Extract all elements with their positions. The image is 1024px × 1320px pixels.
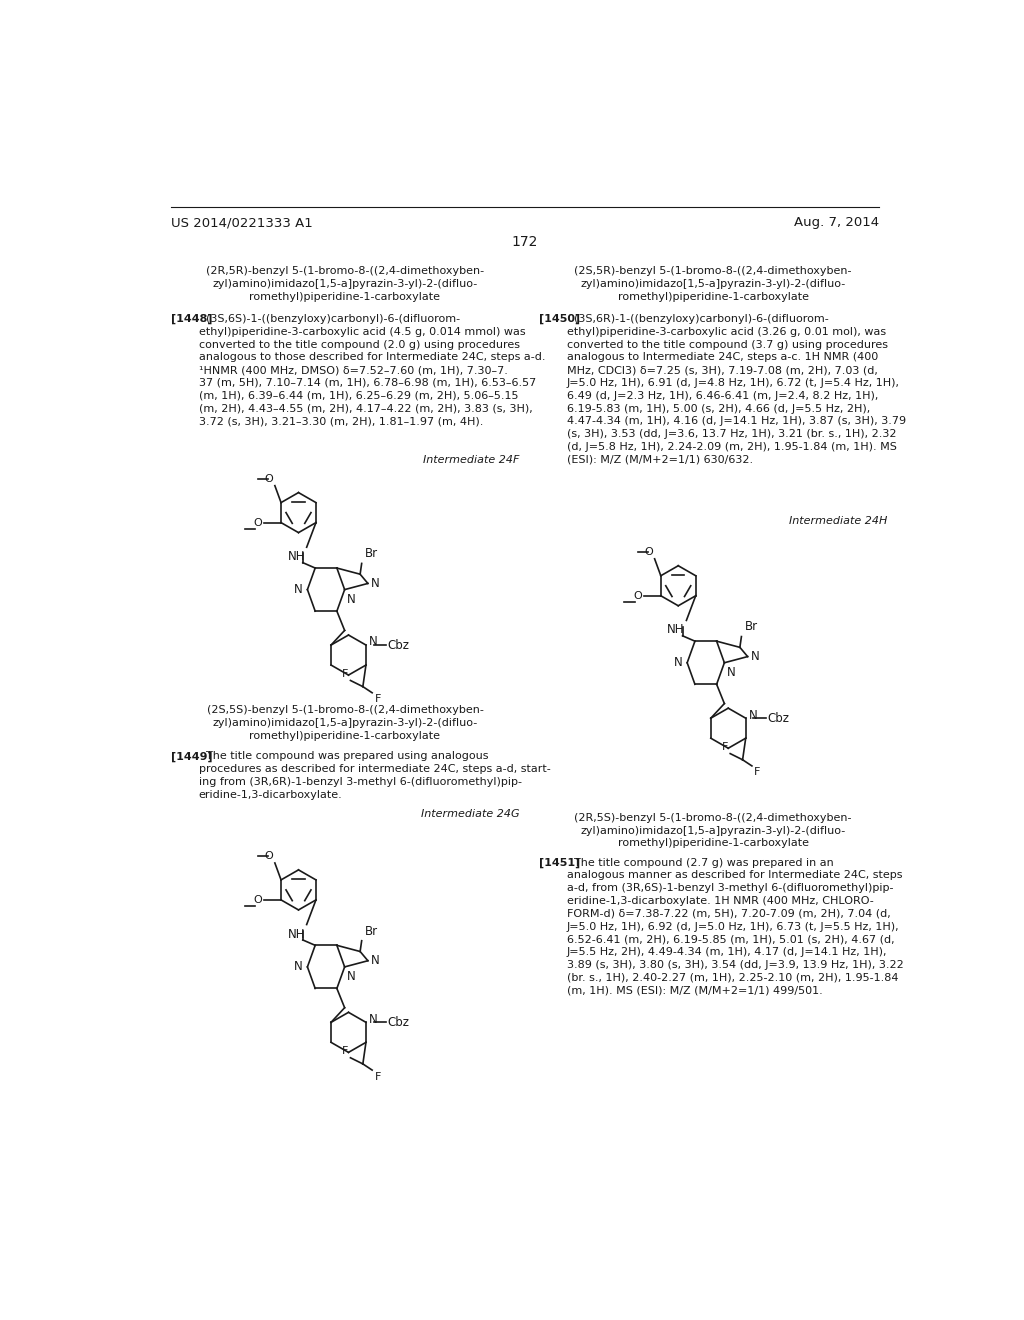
- Text: F: F: [375, 1072, 381, 1081]
- Text: N: N: [749, 709, 758, 722]
- Text: NH: NH: [288, 928, 305, 941]
- Text: N: N: [674, 656, 683, 669]
- Text: Cbz: Cbz: [767, 711, 790, 725]
- Text: (2S,5R)-benzyl 5-(1-bromo-8-((2,4-dimethoxyben-
zyl)amino)imidazo[1,5-a]pyrazin-: (2S,5R)-benzyl 5-(1-bromo-8-((2,4-dimeth…: [574, 267, 852, 302]
- Text: Br: Br: [744, 620, 758, 634]
- Text: (2S,5S)-benzyl 5-(1-bromo-8-((2,4-dimethoxyben-
zyl)amino)imidazo[1,5-a]pyrazin-: (2S,5S)-benzyl 5-(1-bromo-8-((2,4-dimeth…: [207, 705, 483, 741]
- Text: Intermediate 24F: Intermediate 24F: [423, 455, 519, 465]
- Text: N: N: [369, 1012, 378, 1026]
- Text: O: O: [644, 548, 653, 557]
- Text: N: N: [751, 649, 760, 663]
- Text: N: N: [347, 970, 355, 983]
- Text: NH: NH: [668, 623, 685, 636]
- Text: N: N: [371, 954, 380, 968]
- Text: Intermediate 24H: Intermediate 24H: [790, 516, 888, 527]
- Text: US 2014/0221333 A1: US 2014/0221333 A1: [171, 216, 312, 230]
- Text: N: N: [347, 593, 355, 606]
- Text: NH: NH: [288, 550, 305, 564]
- Text: F: F: [375, 694, 381, 705]
- Text: O: O: [264, 474, 273, 484]
- Text: [1449]: [1449]: [171, 751, 212, 762]
- Text: N: N: [369, 635, 378, 648]
- Text: 172: 172: [512, 235, 538, 249]
- Text: Aug. 7, 2014: Aug. 7, 2014: [794, 216, 879, 230]
- Text: F: F: [755, 767, 761, 777]
- Text: O: O: [254, 895, 262, 906]
- Text: [1451]: [1451]: [539, 858, 580, 867]
- Text: (2R,5R)-benzyl 5-(1-bromo-8-((2,4-dimethoxyben-
zyl)amino)imidazo[1,5-a]pyrazin-: (2R,5R)-benzyl 5-(1-bromo-8-((2,4-dimeth…: [206, 267, 484, 302]
- Text: Cbz: Cbz: [388, 1016, 410, 1028]
- Text: [1448]: [1448]: [171, 314, 212, 325]
- Text: F: F: [342, 1047, 348, 1056]
- Text: (2R,5S)-benzyl 5-(1-bromo-8-((2,4-dimethoxyben-
zyl)amino)imidazo[1,5-a]pyrazin-: (2R,5S)-benzyl 5-(1-bromo-8-((2,4-dimeth…: [574, 813, 852, 849]
- Text: N: N: [294, 961, 303, 973]
- Text: F: F: [722, 742, 728, 752]
- Text: N: N: [294, 583, 303, 597]
- Text: Cbz: Cbz: [388, 639, 410, 652]
- Text: (3S,6R)-1-((benzyloxy)carbonyl)-6-(difluorom-
ethyl)piperidine-3-carboxylic acid: (3S,6R)-1-((benzyloxy)carbonyl)-6-(diflu…: [566, 314, 906, 465]
- Text: N: N: [371, 577, 380, 590]
- Text: [1450]: [1450]: [539, 314, 580, 325]
- Text: Br: Br: [365, 548, 378, 561]
- Text: N: N: [727, 665, 735, 678]
- Text: O: O: [634, 591, 642, 601]
- Text: The title compound (2.7 g) was prepared in an
analogous manner as described for : The title compound (2.7 g) was prepared …: [566, 858, 903, 995]
- Text: The title compound was prepared using analogous
procedures as described for inte: The title compound was prepared using an…: [199, 751, 550, 800]
- Text: Br: Br: [365, 924, 378, 937]
- Text: O: O: [264, 851, 273, 862]
- Text: F: F: [342, 669, 348, 678]
- Text: Intermediate 24G: Intermediate 24G: [421, 809, 519, 818]
- Text: O: O: [254, 517, 262, 528]
- Text: (3S,6S)-1-((benzyloxy)carbonyl)-6-(difluorom-
ethyl)piperidine-3-carboxylic acid: (3S,6S)-1-((benzyloxy)carbonyl)-6-(diflu…: [199, 314, 545, 426]
